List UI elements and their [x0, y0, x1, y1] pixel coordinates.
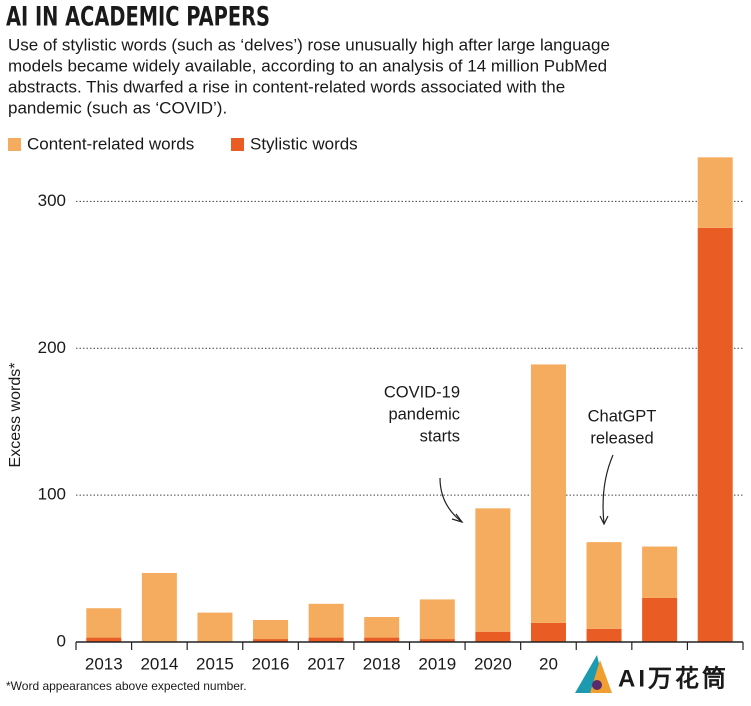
subtitle-line: models became widely available, accordin… — [8, 56, 607, 75]
x-tick-label: 2013 — [85, 654, 123, 673]
watermark-text: AI万花筒 — [618, 664, 729, 692]
bar-segment — [475, 631, 511, 642]
bar-segment — [86, 637, 122, 642]
annotation: starts — [420, 427, 460, 445]
annotation: pandemic — [388, 405, 460, 423]
subtitle-line: abstracts. This dwarfed a rise in conten… — [8, 77, 565, 96]
bar-segment — [586, 542, 622, 629]
bar-segment — [586, 628, 622, 642]
bar-segment — [642, 597, 678, 642]
legend-label: Stylistic words — [250, 134, 358, 153]
bar-segment — [697, 157, 733, 228]
bar-segment — [253, 619, 289, 640]
watermark-icon — [592, 680, 602, 690]
y-axis-label: Excess words* — [7, 363, 24, 468]
x-tick-label: 2014 — [140, 654, 178, 673]
x-tick-label: 2015 — [196, 654, 234, 673]
bar-segment — [419, 599, 455, 640]
bar-segment — [197, 612, 233, 642]
bar-segment — [141, 572, 177, 642]
bar-segment — [308, 603, 344, 638]
bar-segment — [253, 639, 289, 642]
bar-segment — [530, 364, 566, 623]
chart-title: AI IN ACADEMIC PAPERS — [6, 2, 270, 33]
x-tick-label: 2016 — [252, 654, 290, 673]
subtitle-line: Use of stylistic words (such as ‘delves’… — [8, 35, 610, 54]
legend-swatch — [8, 138, 21, 151]
bar-segment — [419, 639, 455, 642]
legend-swatch — [231, 138, 244, 151]
y-tick-label: 300 — [38, 191, 66, 210]
x-tick-label: 2020 — [474, 654, 512, 673]
watermark: AI万花筒 — [575, 655, 729, 693]
arrowhead — [451, 513, 464, 524]
annotation: COVID-19 — [384, 383, 460, 401]
bar-segment — [364, 637, 400, 642]
arrowhead — [599, 515, 609, 526]
bar-segment — [364, 617, 400, 638]
subtitle-line: pandemic (such as ‘COVID’). — [8, 98, 227, 117]
bar-segment — [86, 608, 122, 638]
x-tick-label: 2019 — [418, 654, 456, 673]
bar-segment — [530, 622, 566, 642]
footnote: *Word appearances above expected number. — [6, 679, 247, 693]
legend-label: Content-related words — [27, 134, 194, 153]
x-tick-label: 2018 — [363, 654, 401, 673]
bar-segment — [475, 508, 511, 632]
bar-segment — [642, 546, 678, 598]
annotation: released — [590, 429, 653, 447]
arrow — [602, 454, 614, 525]
x-tick-label: 20 — [539, 654, 558, 673]
y-tick-label: 200 — [38, 338, 66, 357]
bar-segment — [697, 227, 733, 642]
annotation: ChatGPT — [588, 407, 657, 425]
arrow — [439, 477, 463, 523]
x-tick-label: 2017 — [307, 654, 345, 673]
y-tick-label: 0 — [57, 631, 66, 650]
bar-segment — [308, 637, 344, 642]
y-tick-label: 100 — [38, 485, 66, 504]
